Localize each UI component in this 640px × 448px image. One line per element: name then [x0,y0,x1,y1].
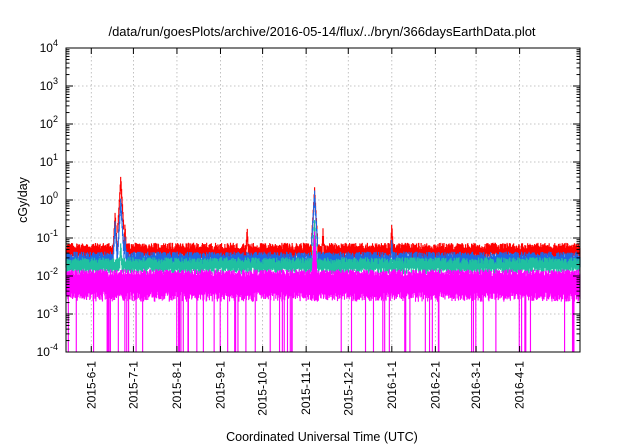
y-tick-label: 10-2 [37,266,58,283]
y-tick-label: 101 [40,152,58,169]
x-tick-label: 2015-10-1 [256,361,270,416]
series-trace-1 [65,176,581,260]
y-tick-label: 103 [40,76,58,93]
y-tick-label: 10-4 [37,342,58,359]
x-tick-label: 2015-11-1 [299,361,313,415]
axis-ticks [66,47,580,353]
x-tick-label: 2015-9-1 [213,361,227,409]
data-series [65,176,581,352]
x-tick-label: 2016-4-1 [513,361,527,409]
x-tick-label: 2016-1-1 [385,361,399,409]
x-tick-label: 2015-12-1 [341,361,355,416]
x-tick-label: 2015-7-1 [126,361,140,409]
x-tick-label: 2016-3-1 [469,361,483,409]
x-tick-labels: 2015-6-1 2015-7-1 2015-8-1 2015-9-1 2015-10-… [84,361,526,416]
x-tick-label: 2015-8-1 [170,361,184,409]
y-tick-label: 10-1 [37,228,58,245]
x-tick-label: 2015-6-1 [84,361,98,409]
chart-title: /data/run/goesPlots/archive/2016-05-14/f… [108,24,535,39]
y-tick-label: 102 [40,114,58,131]
x-tick-label: 2016-2-1 [428,361,442,409]
y-axis-label: cGy/day [16,176,30,223]
y-tick-label: 10-3 [37,304,58,321]
y-tick-label: 104 [40,38,58,55]
x-axis-label: Coordinated Universal Time (UTC) [226,430,418,444]
y-tick-labels: 10-4 10-3 10-2 10-1 100 101 102 103 104 [37,38,58,359]
y-tick-label: 100 [40,190,58,207]
